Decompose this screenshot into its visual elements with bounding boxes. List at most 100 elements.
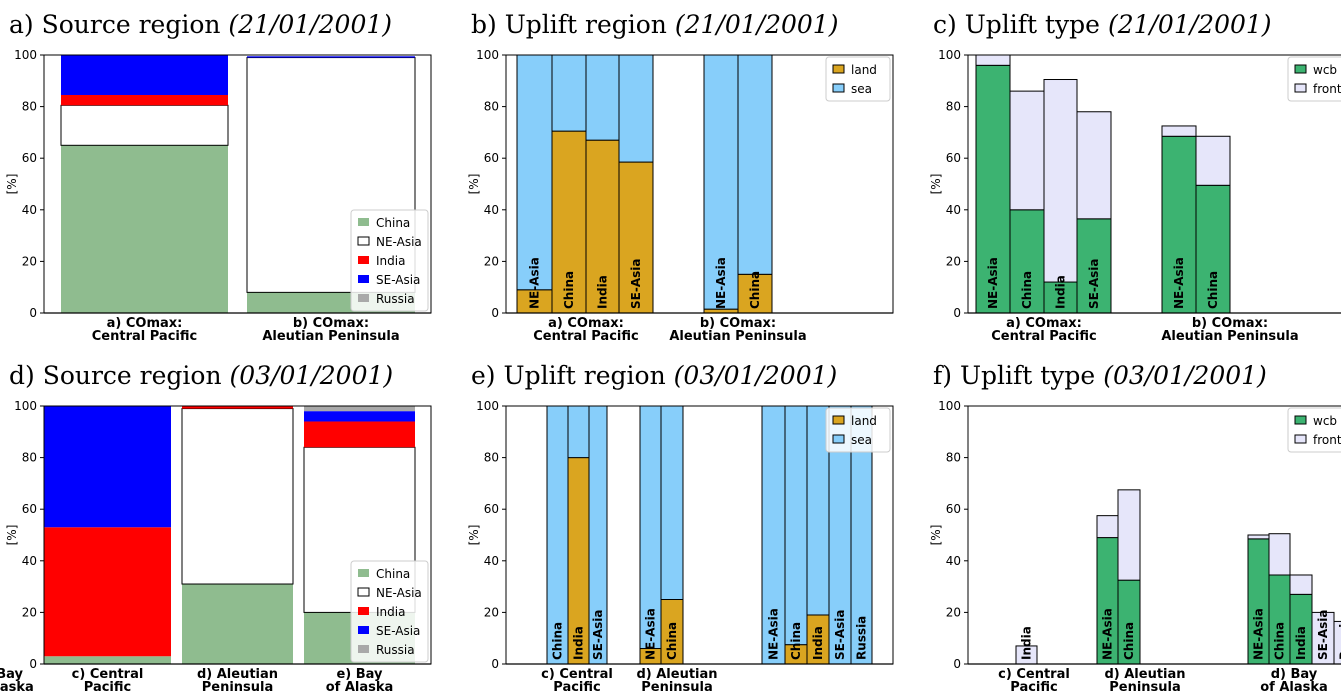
legend-label: NE-Asia: [376, 235, 422, 249]
bar-segment-india: [182, 406, 293, 409]
y-tick-label: 0: [491, 657, 499, 671]
bar-label: SE-Asia: [591, 610, 605, 660]
bar-segment-front: [975, 54, 1011, 66]
legend-label: front: [1313, 82, 1341, 96]
bar-segment-ne-asia: [181, 408, 294, 585]
legend-swatch-land: [832, 415, 845, 425]
x-category-label: Aleutian Peninsula: [669, 329, 806, 344]
legend-label: India: [376, 605, 405, 619]
x-category-label: d) Aleutian: [197, 667, 278, 682]
y-tick-label: 40: [484, 554, 499, 568]
y-tick-label: 40: [946, 554, 961, 568]
legend-label: wcb: [1313, 414, 1337, 428]
bar-label: NE-Asia: [528, 257, 542, 309]
bar-segment-ne-asia: [60, 104, 229, 146]
x-category-label: a) COmax:: [1006, 316, 1082, 331]
x-category-label: of Alaska: [326, 680, 394, 695]
y-tick-label: 60: [946, 502, 961, 516]
bar-label: China: [789, 622, 803, 660]
x-category-label: a) COmax:: [548, 316, 624, 331]
bar-segment-front: [1247, 534, 1270, 540]
x-category-label: b) COmax:: [1192, 316, 1268, 331]
legend-swatch-china: [358, 569, 369, 577]
bar-segment-sea: [618, 54, 654, 163]
y-tick-label: 60: [22, 502, 37, 516]
y-tick-label: 100: [14, 48, 37, 62]
bar-segment-wcb: [1043, 281, 1078, 314]
bars-e: [546, 405, 873, 665]
bar-segment-wcb: [1009, 209, 1045, 314]
bar-segment-china: [44, 656, 171, 664]
y-tick-label: 80: [484, 100, 499, 114]
bar-label: SE-Asia: [833, 610, 847, 660]
legend-swatch-wcb: [1294, 64, 1307, 74]
y-tick-label: 80: [484, 451, 499, 465]
y-axis-label: [%]: [929, 174, 943, 195]
panel-title-date: (03/01/2001): [674, 361, 838, 390]
legend-b: land sea: [825, 56, 891, 102]
y-tick-label: 0: [953, 306, 961, 320]
bar-segment-front: [1161, 125, 1197, 137]
x-category-label: e) Bay: [336, 667, 383, 682]
bar-label: India: [572, 626, 586, 660]
panel-title-main: d) Source region: [9, 361, 230, 390]
legend-a: China NE-Asia India SE-Asia Russia: [350, 209, 429, 312]
bar-segment-russia: [304, 406, 415, 412]
legend-swatch-front: [1294, 83, 1307, 93]
legend-label: NE-Asia: [376, 586, 422, 600]
legend-swatch-india: [358, 607, 369, 615]
panel-title-date: (03/01/2001): [1103, 361, 1267, 390]
x-category-label: Pacific: [84, 680, 131, 695]
panel-c: c) Uplift type (21/01/2001) 0 20 40 60 80 100 […: [929, 10, 1341, 344]
x-category-label: e) Bay: [0, 667, 24, 682]
y-tick-label: 20: [484, 254, 499, 268]
y-tick-label: 20: [946, 254, 961, 268]
bar-segment-front: [1096, 515, 1119, 539]
panel-title-date: (21/01/2001): [228, 10, 392, 39]
bar-segment-india: [304, 421, 415, 448]
bar-label: NE-Asia: [1172, 257, 1186, 309]
bar-segment-china: [61, 145, 228, 313]
legend-label: China: [376, 567, 410, 581]
panel-title-main: b) Uplift region: [471, 10, 675, 39]
y-tick-label: 40: [22, 203, 37, 217]
y-tick-label: 100: [14, 399, 37, 413]
bar-segment-land: [585, 139, 620, 314]
y-tick-label: 80: [946, 100, 961, 114]
legend-label: Russia: [376, 643, 415, 657]
y-tick-label: 60: [484, 151, 499, 165]
x-category-label: Peninsula: [641, 680, 713, 695]
bar-label: SE-Asia: [629, 259, 643, 309]
x-category-label: a) COmax:: [107, 316, 183, 331]
y-tick-label: 40: [946, 203, 961, 217]
y-tick-label: 100: [476, 399, 499, 413]
bar-label: NE-Asia: [1252, 608, 1266, 660]
legend-label: SE-Asia: [376, 624, 420, 638]
legend-f: wcb front: [1287, 407, 1341, 453]
bar-label: India: [1294, 626, 1308, 660]
bar-segment-front: [1076, 111, 1112, 220]
panel-title-date: (21/01/2001): [1108, 10, 1272, 39]
y-tick-label: 80: [22, 100, 37, 114]
panel-title-date: (21/01/2001): [675, 10, 839, 39]
legend-label: front: [1313, 433, 1341, 447]
y-tick-label: 80: [946, 451, 961, 465]
panel-b: b) Uplift region (21/01/2001) 0 20 40 60 80 10…: [467, 10, 894, 344]
bar-label: China: [1122, 622, 1136, 660]
y-tick-label: 20: [22, 605, 37, 619]
legend-label: sea: [851, 433, 872, 447]
x-category-label: of Alaska: [1260, 680, 1328, 695]
bar-label: India: [811, 626, 825, 660]
legend-swatch-wcb: [1294, 415, 1307, 425]
bar-segment-front: [1117, 489, 1141, 581]
legend-swatch-ne-asia: [357, 587, 370, 597]
legend-label: SE-Asia: [376, 273, 420, 287]
bar-segment-se-asia: [304, 411, 415, 422]
bar-label: China: [748, 271, 762, 309]
bar-segment-sea: [585, 54, 620, 141]
legend-swatch-india: [358, 256, 369, 264]
legend-box: [350, 209, 429, 312]
bar-label: China: [1020, 271, 1034, 309]
x-category-label: Aleutian Peninsula: [1161, 329, 1298, 344]
